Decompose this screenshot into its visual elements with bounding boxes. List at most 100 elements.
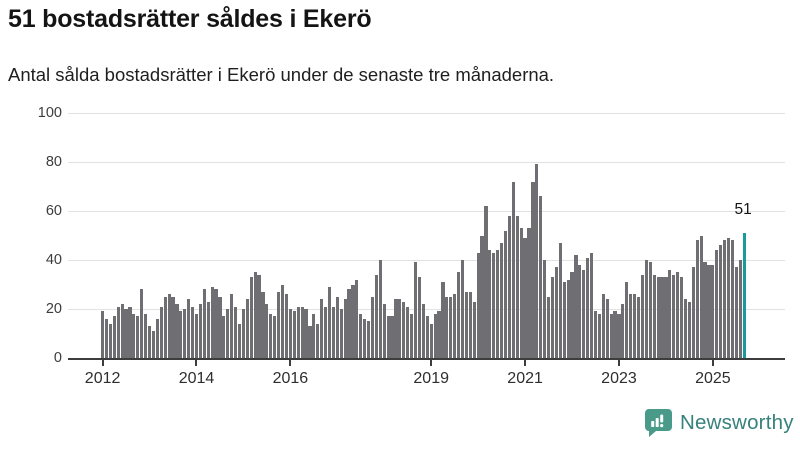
bar bbox=[558, 242, 562, 358]
bar bbox=[464, 291, 468, 358]
bar bbox=[468, 291, 472, 358]
bar bbox=[707, 264, 711, 358]
bar bbox=[527, 228, 531, 358]
bar bbox=[441, 282, 445, 358]
bar bbox=[715, 250, 719, 358]
bar bbox=[390, 316, 394, 358]
bar bbox=[374, 274, 379, 358]
y-axis-tick-label: 20 bbox=[45, 301, 62, 317]
bar bbox=[445, 296, 449, 358]
y-axis-tick-label: 40 bbox=[45, 252, 62, 268]
bar bbox=[343, 299, 347, 358]
newsworthy-chart-bubble-icon bbox=[644, 408, 673, 437]
bar bbox=[629, 294, 633, 358]
bar bbox=[417, 277, 422, 358]
bar bbox=[288, 309, 292, 358]
bar bbox=[136, 316, 140, 358]
bar bbox=[421, 304, 425, 358]
bar bbox=[249, 277, 253, 358]
bar bbox=[460, 260, 465, 358]
bar bbox=[296, 306, 300, 358]
bar bbox=[308, 326, 312, 358]
bar bbox=[636, 296, 641, 358]
y-axis-tick-label: 60 bbox=[45, 203, 62, 219]
bar bbox=[507, 215, 512, 358]
bar bbox=[222, 316, 226, 358]
bar bbox=[101, 311, 105, 358]
bar bbox=[695, 240, 699, 358]
x-axis-tick-label: 2025 bbox=[695, 370, 731, 387]
bar bbox=[202, 289, 206, 358]
bar bbox=[273, 316, 277, 358]
bar bbox=[183, 309, 187, 358]
bar bbox=[691, 267, 695, 358]
bar bbox=[582, 269, 586, 358]
bar bbox=[104, 318, 109, 358]
bar bbox=[277, 291, 281, 358]
bar bbox=[406, 306, 410, 358]
bar bbox=[679, 277, 684, 358]
bar bbox=[531, 181, 535, 358]
bar bbox=[147, 326, 152, 358]
bar bbox=[437, 311, 441, 358]
bar bbox=[230, 294, 234, 358]
bar bbox=[226, 309, 230, 358]
bar bbox=[500, 242, 504, 358]
bar bbox=[112, 316, 116, 358]
grid-line bbox=[68, 260, 785, 261]
bar bbox=[503, 230, 508, 358]
bar bbox=[347, 289, 351, 358]
x-axis-tick bbox=[617, 360, 620, 366]
bar bbox=[625, 282, 629, 358]
bar bbox=[578, 264, 582, 358]
bar bbox=[339, 309, 343, 358]
newsworthy-logo[interactable]: Newsworthy bbox=[644, 408, 794, 437]
bar bbox=[198, 304, 202, 358]
bar bbox=[378, 260, 382, 358]
bar bbox=[586, 257, 590, 358]
bar bbox=[304, 309, 308, 358]
bar bbox=[590, 252, 594, 358]
bar bbox=[359, 313, 363, 358]
bar bbox=[738, 260, 742, 358]
page-subtitle: Antal sålda bostadsrätter i Ekerö under … bbox=[8, 64, 555, 85]
bar bbox=[327, 286, 332, 358]
bar bbox=[672, 274, 676, 358]
bar bbox=[687, 301, 691, 358]
bar bbox=[652, 274, 656, 358]
bar bbox=[292, 311, 296, 358]
x-axis-tick bbox=[289, 360, 292, 366]
bar bbox=[546, 296, 551, 358]
bar bbox=[668, 269, 672, 358]
bar bbox=[159, 306, 163, 358]
bar bbox=[664, 277, 668, 358]
x-axis-line bbox=[68, 357, 785, 360]
bar bbox=[300, 306, 304, 358]
bar bbox=[269, 313, 273, 358]
bar bbox=[394, 299, 398, 358]
x-axis-tick-label: 2019 bbox=[413, 370, 449, 387]
x-axis-tick-label: 2012 bbox=[84, 370, 121, 387]
bar bbox=[601, 294, 605, 358]
bar bbox=[656, 277, 660, 358]
x-axis-tick-label: 2021 bbox=[507, 370, 543, 387]
bar bbox=[370, 296, 375, 358]
bar bbox=[382, 304, 386, 358]
bar bbox=[331, 306, 335, 358]
bar bbox=[456, 272, 461, 358]
bar bbox=[726, 237, 731, 358]
bar bbox=[253, 272, 257, 358]
bar bbox=[730, 240, 735, 358]
bar bbox=[711, 264, 715, 358]
bar bbox=[261, 291, 265, 358]
bar bbox=[335, 296, 339, 358]
bar bbox=[519, 228, 523, 358]
bar bbox=[218, 296, 222, 358]
bar bbox=[108, 323, 112, 358]
bar bbox=[284, 294, 289, 358]
bar bbox=[155, 318, 159, 358]
bar bbox=[241, 309, 246, 358]
bar bbox=[429, 323, 433, 358]
bar bbox=[613, 311, 617, 358]
